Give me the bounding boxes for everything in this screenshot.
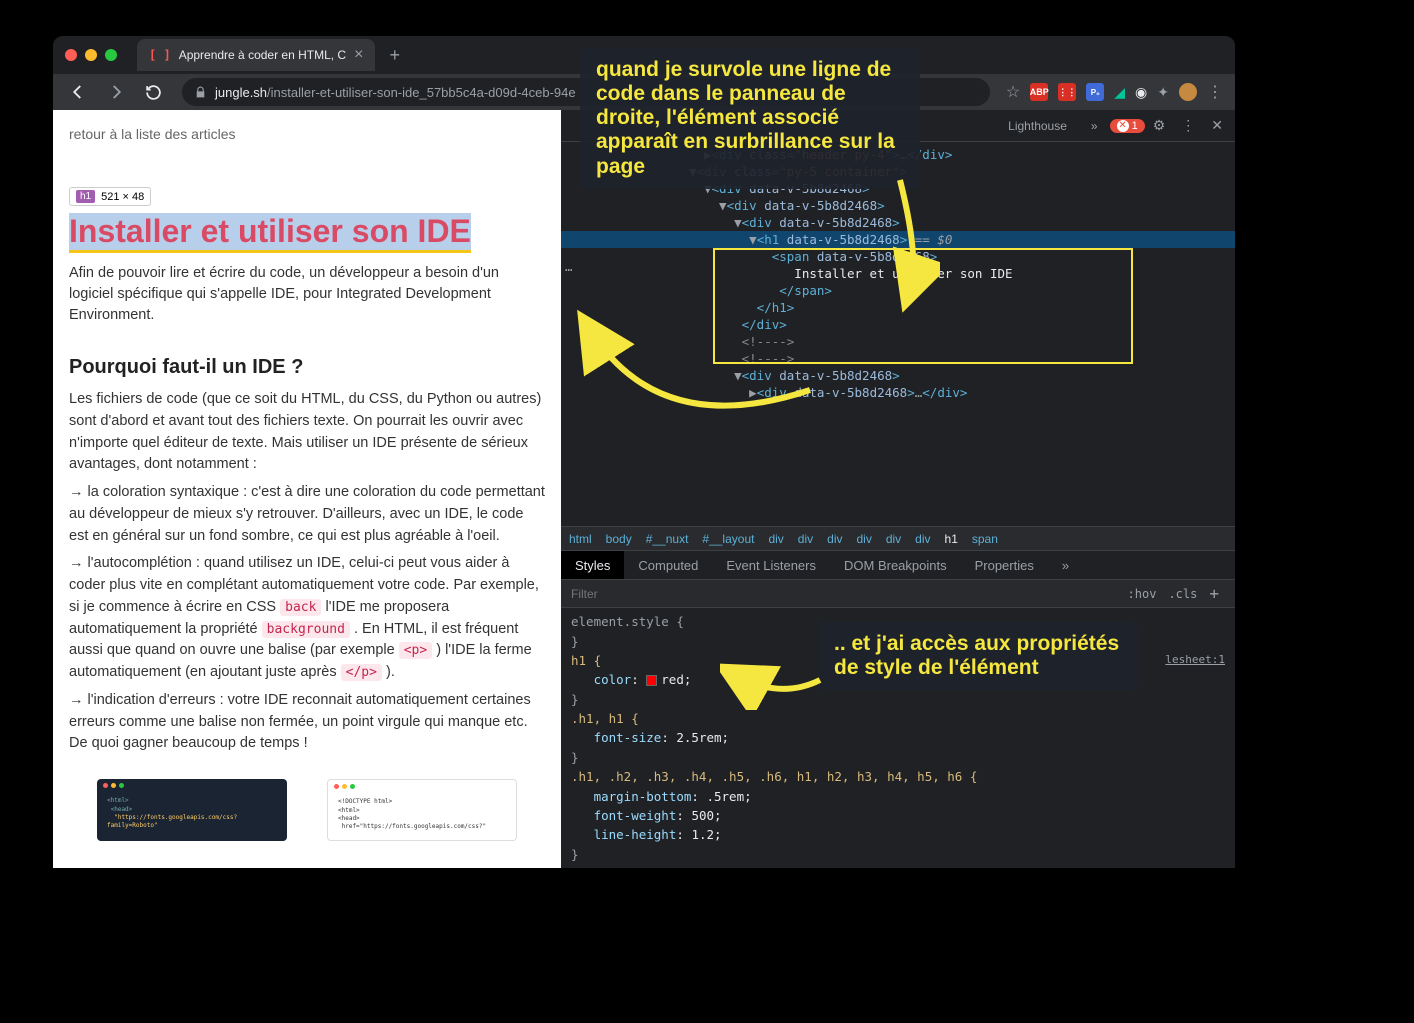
styles-tabs: StylesComputedEvent ListenersDOM Breakpo…	[561, 550, 1235, 580]
cls-button[interactable]: .cls	[1162, 587, 1203, 601]
thumb-dark: <html> <head> "https://fonts.googleapis.…	[97, 779, 287, 841]
maximize-light[interactable]	[105, 49, 117, 61]
tab-title: Apprendre à coder en HTML, C	[179, 48, 346, 62]
article-h1: Installer et utiliser son IDE	[69, 213, 471, 253]
tabs-more[interactable]: »	[1079, 110, 1110, 141]
reload-button[interactable]	[137, 78, 170, 107]
back-button[interactable]	[61, 77, 95, 107]
ext-blue[interactable]: P₀	[1086, 83, 1104, 101]
browser-tab[interactable]: [ ] Apprendre à coder en HTML, C ×	[137, 39, 375, 71]
error-badge[interactable]: ✕1	[1110, 119, 1145, 133]
dim-tag: h1	[76, 190, 95, 203]
kebab-icon[interactable]: ⋮	[1173, 117, 1203, 134]
styles-tab[interactable]: Computed	[624, 551, 712, 579]
star-icon[interactable]: ☆	[1006, 82, 1020, 102]
ext-red[interactable]: ⋮⋮	[1058, 83, 1076, 101]
article-p3: → l'autocomplétion : quand utilisez un I…	[69, 553, 545, 684]
close-icon[interactable]: ✕	[1203, 117, 1231, 134]
new-tab-button[interactable]: +	[389, 45, 400, 66]
elements-panel[interactable]: ⋯ ▶<div class="header py-4">…</div> ▼<di…	[561, 142, 1235, 526]
minimize-light[interactable]	[85, 49, 97, 61]
annotation-bottom: .. et j'ai accès aux propriétés de style…	[818, 622, 1138, 690]
breadcrumb-item[interactable]: body	[606, 532, 632, 546]
tab-favicon: [ ]	[149, 48, 171, 62]
tab-close-icon[interactable]: ×	[354, 46, 363, 64]
extensions: ☆ ABP ⋮⋮ P₀ ◢ ◉ ✦ ⋮	[1002, 82, 1227, 102]
article-intro: Afin de pouvoir lire et écrire du code, …	[69, 263, 545, 326]
annotation-top: quand je survole une ligne de code dans …	[580, 48, 920, 189]
article-h2: Pourquoi faut-il un IDE ?	[69, 356, 545, 379]
breadcrumb-item[interactable]: div	[768, 532, 783, 546]
traffic-lights	[65, 49, 117, 61]
tab-lighthouse[interactable]: Lighthouse	[996, 110, 1079, 141]
url-path: /installer-et-utiliser-son-ide_57bb5c4a-…	[267, 85, 576, 100]
avatar[interactable]	[1179, 83, 1197, 101]
ellipsis: ⋯	[565, 262, 575, 277]
breadcrumb-item[interactable]: div	[798, 532, 813, 546]
hov-button[interactable]: :hov	[1122, 587, 1163, 601]
breadcrumb-item[interactable]: div	[886, 532, 901, 546]
forward-button[interactable]	[99, 77, 133, 107]
url-host: jungle.sh	[215, 85, 267, 100]
lock-icon	[194, 86, 207, 99]
content-row: retour à la liste des articles h1 521 × …	[53, 110, 1235, 868]
thumbnails: <html> <head> "https://fonts.googleapis.…	[69, 779, 545, 841]
dim-size: 521 × 48	[101, 191, 144, 203]
article-p4: → l'indication d'erreurs : votre IDE rec…	[69, 690, 545, 755]
ext-triangle[interactable]: ◢	[1114, 84, 1125, 101]
styles-tab[interactable]: DOM Breakpoints	[830, 551, 961, 579]
back-link[interactable]: retour à la liste des articles	[69, 126, 545, 142]
menu-icon[interactable]: ⋮	[1207, 82, 1223, 102]
page-content[interactable]: retour à la liste des articles h1 521 × …	[53, 110, 561, 868]
filter-input[interactable]	[571, 587, 1122, 601]
styles-tabs-more[interactable]: »	[1048, 551, 1083, 579]
breadcrumb-item[interactable]: div	[856, 532, 871, 546]
breadcrumb-item[interactable]: span	[972, 532, 998, 546]
thumb-light: <!DOCTYPE html><html><head> href="https:…	[327, 779, 517, 841]
breadcrumb-item[interactable]: #__layout	[702, 532, 754, 546]
breadcrumb-item[interactable]: h1	[945, 532, 958, 546]
breadcrumb-item[interactable]: div	[827, 532, 842, 546]
breadcrumb-item[interactable]: #__nuxt	[646, 532, 689, 546]
close-light[interactable]	[65, 49, 77, 61]
filter-bar: :hov .cls +	[561, 580, 1235, 608]
element-dimensions-tooltip: h1 521 × 48	[69, 187, 151, 206]
styles-tab[interactable]: Properties	[961, 551, 1048, 579]
ext-puzzle-icon[interactable]: ✦	[1157, 84, 1169, 101]
styles-tab[interactable]: Event Listeners	[712, 551, 830, 579]
breadcrumb-item[interactable]: html	[569, 532, 592, 546]
breadcrumb-item[interactable]: div	[915, 532, 930, 546]
article-p2: → la coloration syntaxique : c'est à dir…	[69, 482, 545, 547]
styles-tab[interactable]: Styles	[561, 551, 624, 579]
gear-icon[interactable]: ⚙	[1145, 117, 1174, 134]
devtools: Elements Console Sources Network Lightho…	[561, 110, 1235, 868]
ext-circle[interactable]: ◉	[1135, 84, 1147, 101]
article-p1: Les fichiers de code (que ce soit du HTM…	[69, 389, 545, 476]
ext-abp[interactable]: ABP	[1030, 83, 1048, 101]
add-rule-button[interactable]: +	[1203, 584, 1225, 603]
breadcrumb-bar: htmlbody#__nuxt#__layoutdivdivdivdivdivd…	[561, 526, 1235, 550]
